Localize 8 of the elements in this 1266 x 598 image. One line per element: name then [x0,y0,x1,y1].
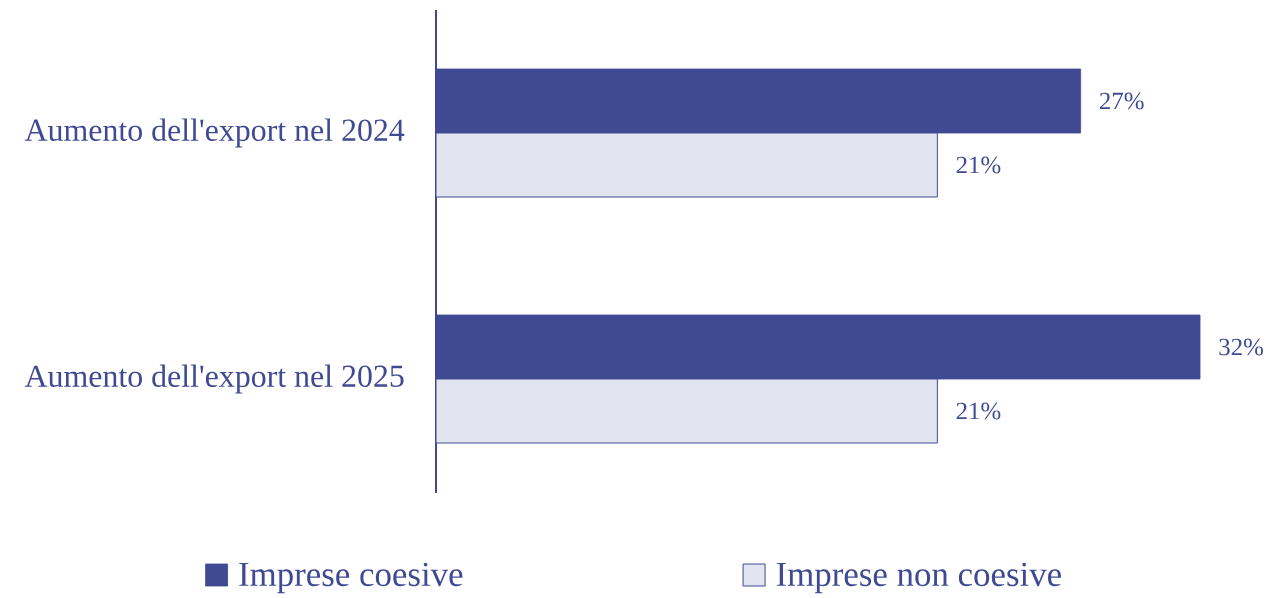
legend-label: Imprese non coesive [776,562,1061,594]
data-label: 27% [1099,92,1144,110]
data-label: 21% [956,402,1001,420]
data-label: 21% [956,156,1001,174]
y-tick-label: Aumento dell'export nel 2025 [24,364,404,394]
data-label: 32% [1219,338,1264,356]
legend-label: Imprese coesive [239,562,463,594]
y-tick-label: Aumento dell'export nel 2024 [24,118,405,148]
